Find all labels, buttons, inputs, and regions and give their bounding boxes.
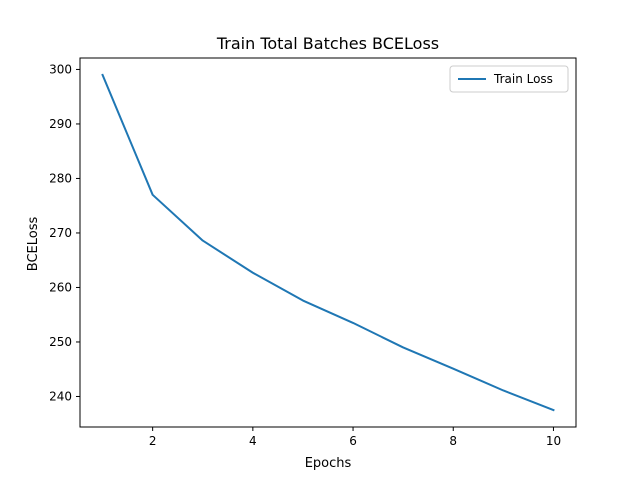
y-axis-label: BCELoss [26,217,41,272]
y-tick-label-250: 250 [49,335,72,349]
legend-box [449,65,569,93]
x-tick-label-6: 6 [349,434,357,448]
x-tick-label-2: 2 [149,434,157,448]
y-tick-label-290: 290 [49,117,72,131]
plot-frame [79,57,577,428]
y-tick-label-280: 280 [49,171,72,185]
y-tick-label-240: 240 [49,389,72,403]
x-tick-label-10: 10 [546,434,561,448]
chart-title: Train Total Batches BCELoss [216,34,439,53]
y-tick-label-260: 260 [49,280,72,294]
x-tick-label-4: 4 [249,434,257,448]
chart-content: 2 4 6 8 10 240 250 260 270 280 290 300 Train Loss [49,57,577,448]
x-tick-label-8: 8 [449,434,457,448]
x-axis-label: Epochs [305,456,352,471]
legend-label-1: Train Loss [493,72,553,86]
series-line-1 [101,73,555,412]
y-tick-label-270: 270 [49,226,72,240]
y-tick-label-300: 300 [49,62,72,76]
